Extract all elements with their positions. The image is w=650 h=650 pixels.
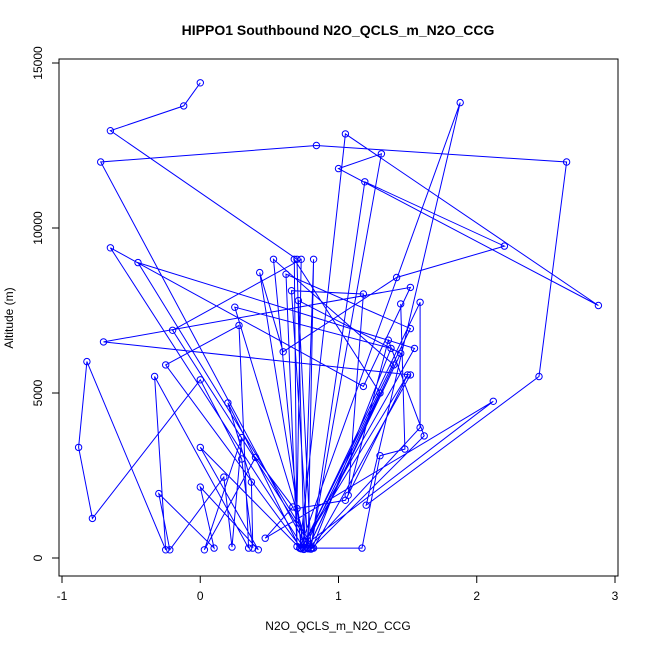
- data-point: [228, 543, 236, 551]
- data-point: [220, 473, 228, 481]
- series-layer: [74, 79, 603, 554]
- data-point: [224, 399, 232, 407]
- data-point: [294, 296, 303, 305]
- data-point: [106, 127, 115, 135]
- data-point: [97, 158, 105, 166]
- data-point: [83, 357, 91, 366]
- x-tick-label: 1: [335, 589, 342, 603]
- data-point: [312, 141, 321, 150]
- data-point: [500, 242, 509, 250]
- data-point: [376, 452, 384, 460]
- data-point: [254, 546, 262, 554]
- data-point: [282, 270, 290, 278]
- data-point: [362, 501, 370, 509]
- data-point: [308, 544, 316, 552]
- data-point: [200, 546, 209, 554]
- data-point: [406, 283, 415, 292]
- data-point: [289, 503, 297, 511]
- x-tick-label: 0: [197, 589, 204, 603]
- data-point: [134, 258, 142, 267]
- data-point: [397, 300, 405, 308]
- chart-title: HIPPO1 Southbound N2O_QCLS_m_N2O_CCG: [182, 22, 495, 38]
- data-point: [420, 432, 428, 440]
- data-point: [244, 544, 253, 552]
- x-axis: -1 0 1 2 3: [57, 575, 619, 603]
- data-point: [416, 423, 424, 432]
- data-point: [341, 130, 350, 138]
- data-point: [341, 496, 350, 504]
- y-axis-label: Altitude (m): [2, 287, 16, 348]
- data-point: [196, 443, 205, 452]
- x-tick-label: 3: [612, 589, 619, 603]
- data-point: [290, 255, 298, 263]
- data-point: [210, 544, 218, 552]
- data-point: [168, 326, 177, 334]
- data-point: [180, 102, 188, 110]
- data-point: [74, 443, 83, 452]
- data-point: [166, 546, 174, 554]
- data-point: [594, 301, 603, 310]
- data-point: [406, 371, 415, 379]
- x-axis-label: N2O_QCLS_m_N2O_CCG: [265, 619, 410, 633]
- data-point: [334, 164, 343, 173]
- data-point: [196, 376, 205, 384]
- data-point: [387, 344, 395, 353]
- data-point: [309, 255, 318, 263]
- data-point: [376, 389, 384, 397]
- data-point: [269, 255, 278, 263]
- data-point: [406, 324, 415, 333]
- data-point: [361, 178, 369, 186]
- data-point: [562, 158, 571, 166]
- data-point: [155, 489, 163, 498]
- data-point: [150, 372, 159, 381]
- data-point: [456, 98, 464, 107]
- data-point: [279, 348, 287, 356]
- y-tick-label: 5000: [31, 379, 45, 406]
- data-point: [359, 290, 368, 298]
- data-point: [231, 303, 239, 311]
- data-point: [377, 150, 386, 158]
- data-point: [251, 453, 260, 462]
- data-point: [238, 433, 246, 442]
- data-point: [410, 344, 419, 353]
- data-point: [261, 534, 269, 542]
- data-point: [359, 382, 368, 391]
- y-tick-label: 10000: [31, 211, 45, 245]
- data-point: [287, 287, 296, 295]
- data-point: [293, 255, 301, 263]
- data-point: [297, 544, 305, 552]
- data-point: [88, 514, 97, 523]
- plot-box: [58, 58, 619, 577]
- data-point: [397, 349, 405, 358]
- data-point: [297, 255, 305, 263]
- series-line: [78, 82, 599, 552]
- data-point: [162, 361, 170, 369]
- data-point: [106, 244, 115, 252]
- data-point: [358, 544, 366, 552]
- data-point: [293, 504, 301, 513]
- data-point: [384, 336, 392, 344]
- data-point: [99, 338, 108, 346]
- data-point: [235, 321, 243, 330]
- data-point: [416, 298, 424, 306]
- data-point: [196, 483, 205, 491]
- y-tick-label: 0: [31, 554, 45, 561]
- data-point: [196, 79, 205, 87]
- data-point: [256, 268, 264, 277]
- data-point: [403, 371, 412, 379]
- data-point: [401, 445, 409, 453]
- data-point: [535, 372, 543, 381]
- data-point: [489, 397, 497, 405]
- data-point: [390, 361, 398, 369]
- x-tick-label: 2: [473, 589, 480, 603]
- data-point: [392, 273, 401, 282]
- x-tick-label: -1: [57, 589, 68, 603]
- data-point: [238, 455, 246, 463]
- data-point: [162, 546, 170, 554]
- data-point: [247, 478, 256, 486]
- y-tick-label: 15000: [31, 46, 45, 80]
- y-axis: 0 5000 10000 15000: [31, 46, 60, 561]
